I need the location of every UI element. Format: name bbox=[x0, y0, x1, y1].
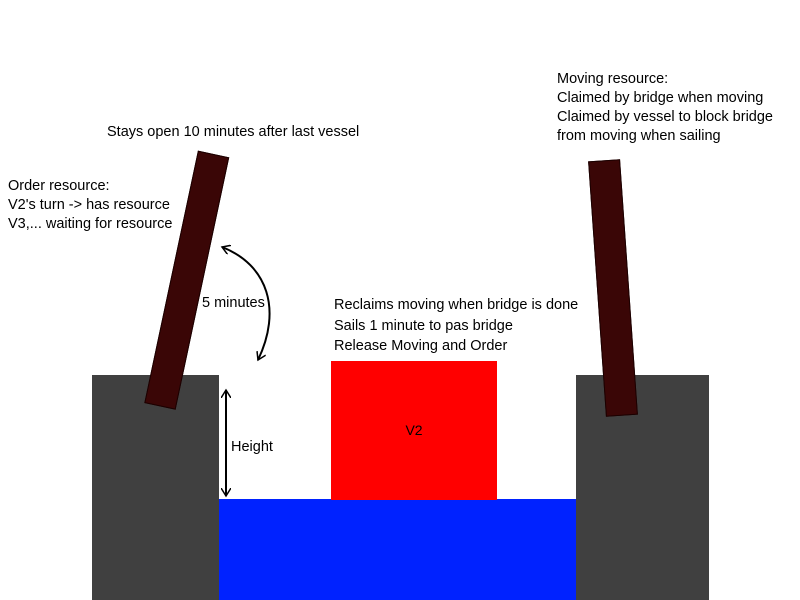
left-bridge-pillar bbox=[92, 375, 219, 600]
vessel-notes: Reclaims moving when bridge is done Sail… bbox=[334, 295, 578, 357]
moving-resource-note: Moving resource: Claimed by bridge when … bbox=[557, 70, 773, 146]
vessel-note-line: Sails 1 minute to pas bridge bbox=[334, 317, 513, 334]
water bbox=[219, 499, 576, 600]
five-minutes-arrow bbox=[222, 247, 271, 360]
moving-resource-line: Claimed by vessel to block bridge bbox=[557, 109, 773, 125]
vessel-v2: V2 bbox=[331, 361, 497, 500]
order-resource-note: Order resource: V2's turn -> has resourc… bbox=[8, 177, 172, 234]
moving-resource-line: from moving when sailing bbox=[557, 128, 721, 144]
order-resource-line: Order resource: bbox=[8, 178, 110, 194]
vessel-label: V2 bbox=[405, 422, 423, 438]
right-bridge-pillar bbox=[576, 375, 709, 600]
vessel-note-line: Release Moving and Order bbox=[334, 338, 508, 354]
five-minutes-label: 5 minutes bbox=[202, 295, 265, 311]
height-label: Height bbox=[231, 439, 273, 455]
stays-open-note: Stays open 10 minutes after last vessel bbox=[107, 124, 360, 140]
moving-resource-line: Moving resource: bbox=[557, 71, 669, 87]
order-resource-line: V2's turn -> has resource bbox=[8, 197, 170, 213]
order-resource-line: V3,... waiting for resource bbox=[8, 216, 173, 232]
moving-resource-line: Claimed by bridge when moving bbox=[557, 90, 764, 106]
vessel-note-line: Reclaims moving when bridge is done bbox=[334, 297, 579, 313]
